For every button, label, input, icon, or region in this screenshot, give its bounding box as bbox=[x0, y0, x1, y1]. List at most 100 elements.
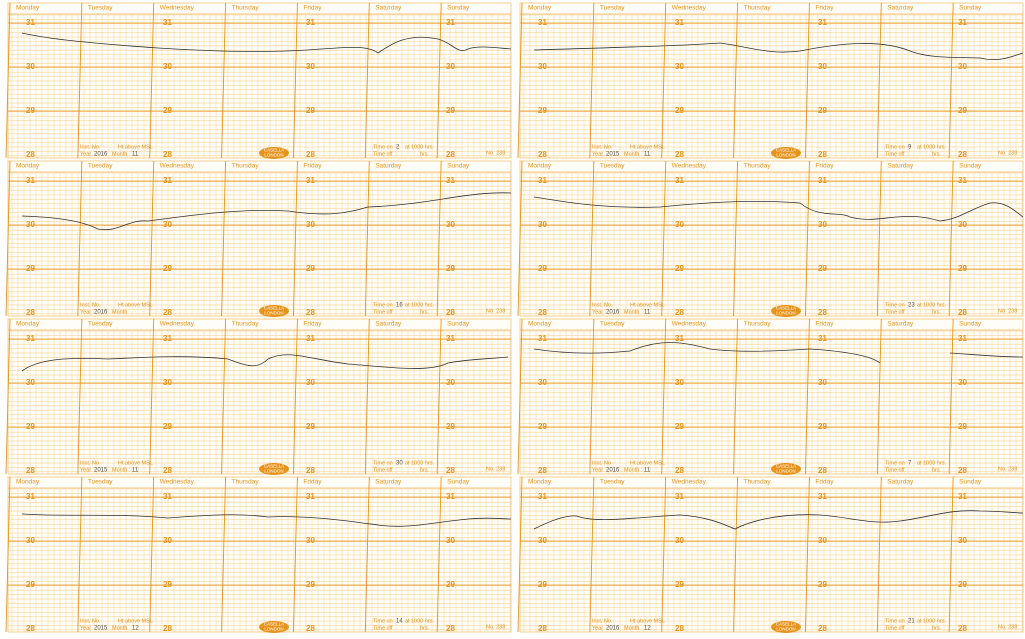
day-label: Thursday bbox=[232, 163, 260, 170]
hrs-label: hrs. bbox=[420, 151, 430, 157]
year-value: 2016 bbox=[606, 310, 620, 316]
form-number: No. 238 bbox=[486, 150, 505, 156]
at-label: at 1000 hrs. bbox=[405, 144, 435, 150]
scale-label: 31 bbox=[26, 18, 35, 27]
scale-label: 30 bbox=[163, 536, 172, 545]
inst-label: Inst. No. bbox=[592, 144, 613, 150]
month-value: 11 bbox=[644, 310, 651, 316]
scale-label: 29 bbox=[306, 580, 315, 589]
at-label: at 1000 hrs. bbox=[917, 144, 947, 150]
day-label: Saturday bbox=[887, 5, 914, 12]
scale-label: 29 bbox=[538, 580, 547, 589]
scale-label: 28 bbox=[675, 624, 684, 633]
time-off-label: Time off bbox=[885, 467, 905, 473]
scale-label: 31 bbox=[818, 334, 827, 343]
sheet-bg bbox=[520, 477, 1023, 632]
year-label: Year bbox=[592, 309, 603, 315]
day-label: Sunday bbox=[959, 163, 982, 170]
sheet-bg bbox=[8, 161, 511, 316]
scale-label: 31 bbox=[675, 334, 684, 343]
scale-label: 30 bbox=[675, 62, 684, 71]
scale-label: 31 bbox=[446, 492, 455, 501]
chart-sheet: MondayTuesdayWednesdayThursdayFridaySatu… bbox=[6, 319, 511, 475]
hrs-label: hrs. bbox=[420, 625, 430, 631]
year-value: 2015 bbox=[606, 152, 620, 158]
time-off-label: Time off bbox=[373, 625, 393, 631]
scale-label: 30 bbox=[306, 62, 315, 71]
scale-label: 30 bbox=[306, 536, 315, 545]
scale-label: 28 bbox=[163, 624, 172, 633]
inst-label: Inst. No. bbox=[592, 460, 613, 466]
scale-label: 30 bbox=[446, 536, 455, 545]
scale-label: 30 bbox=[958, 62, 967, 71]
inst-label: Inst. No. bbox=[592, 302, 613, 308]
scale-label: 29 bbox=[306, 422, 315, 431]
day-label: Sunday bbox=[959, 5, 982, 12]
scale-label: 30 bbox=[958, 378, 967, 387]
maker-city: LONDON bbox=[264, 153, 283, 158]
scale-label: 31 bbox=[675, 176, 684, 185]
ht-label: Ht above MSL bbox=[630, 144, 665, 150]
year-value: 2016 bbox=[94, 310, 108, 316]
day-label: Tuesday bbox=[600, 479, 625, 486]
year-label: Year bbox=[80, 625, 91, 631]
day-label: Friday bbox=[303, 163, 322, 170]
scale-label: 30 bbox=[818, 62, 827, 71]
hrs-label: hrs. bbox=[420, 467, 430, 473]
day-label: Friday bbox=[815, 479, 834, 486]
time-on-label: Time on bbox=[885, 460, 905, 466]
hrs-label: hrs. bbox=[932, 309, 942, 315]
at-label: at 1000 hrs. bbox=[405, 302, 435, 308]
sheet-bg bbox=[520, 161, 1023, 316]
year-value: 2016 bbox=[606, 626, 620, 632]
day-label: Monday bbox=[528, 321, 552, 328]
scale-label: 28 bbox=[446, 308, 455, 317]
scale-label: 29 bbox=[163, 580, 172, 589]
scale-label: 31 bbox=[446, 176, 455, 185]
sheet-bg bbox=[8, 477, 511, 632]
scale-label: 28 bbox=[26, 466, 35, 475]
day-label: Wednesday bbox=[672, 5, 707, 12]
scale-label: 29 bbox=[818, 422, 827, 431]
ht-label: Ht above MSL bbox=[118, 618, 153, 624]
day-label: Tuesday bbox=[88, 479, 113, 486]
scale-label: 29 bbox=[446, 106, 455, 115]
scale-label: 31 bbox=[958, 492, 967, 501]
scale-label: 31 bbox=[958, 176, 967, 185]
time-on-label: Time on bbox=[373, 302, 393, 308]
scale-label: 31 bbox=[538, 492, 547, 501]
scale-label: 31 bbox=[538, 334, 547, 343]
day-label: Saturday bbox=[887, 479, 914, 486]
day-label: Sunday bbox=[447, 479, 470, 486]
scale-label: 29 bbox=[26, 106, 35, 115]
scale-label: 31 bbox=[306, 176, 315, 185]
day-label: Sunday bbox=[959, 321, 982, 328]
day-label: Saturday bbox=[375, 321, 402, 328]
day-label: Tuesday bbox=[600, 163, 625, 170]
scale-label: 31 bbox=[306, 18, 315, 27]
scale-label: 29 bbox=[818, 264, 827, 273]
scale-label: 28 bbox=[958, 466, 967, 475]
day-label: Thursday bbox=[744, 321, 772, 328]
scale-label: 29 bbox=[538, 422, 547, 431]
scale-label: 30 bbox=[675, 220, 684, 229]
month-label: Month bbox=[624, 151, 639, 157]
form-number: No. 238 bbox=[486, 466, 505, 472]
scale-label: 28 bbox=[538, 308, 547, 317]
scale-label: 28 bbox=[446, 466, 455, 475]
scale-label: 31 bbox=[818, 18, 827, 27]
maker-city: LONDON bbox=[776, 153, 795, 158]
scale-label: 29 bbox=[446, 580, 455, 589]
month-value: 11 bbox=[132, 468, 139, 474]
scale-label: 30 bbox=[26, 220, 35, 229]
time-off-label: Time off bbox=[373, 467, 393, 473]
day-label: Saturday bbox=[375, 5, 402, 12]
year-label: Year bbox=[80, 151, 91, 157]
day-label: Tuesday bbox=[600, 5, 625, 12]
year-label: Year bbox=[80, 467, 91, 473]
year-label: Year bbox=[592, 625, 603, 631]
at-label: at 1000 hrs. bbox=[917, 460, 947, 466]
day-label: Monday bbox=[16, 163, 40, 170]
ht-label: Ht above MSL bbox=[630, 618, 665, 624]
